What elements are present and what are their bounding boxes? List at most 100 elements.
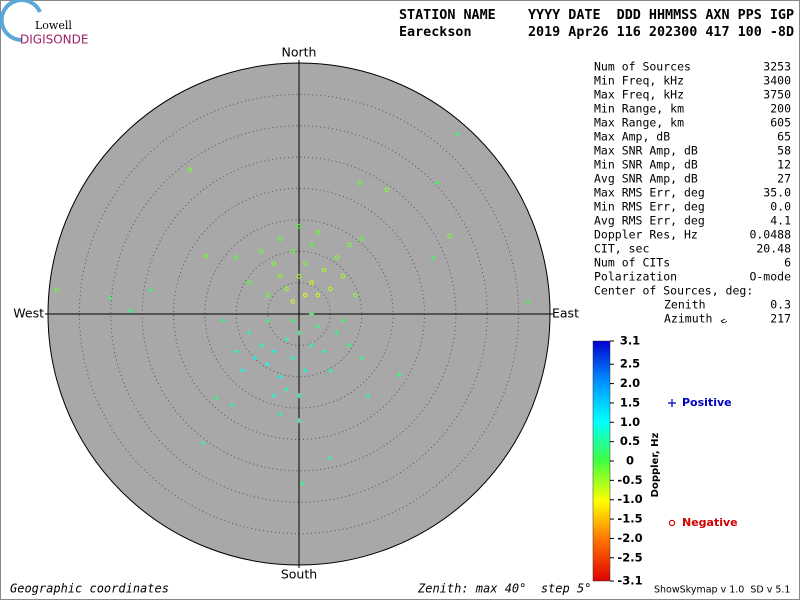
source-point (321, 349, 327, 355)
source-point (296, 274, 302, 279)
colorbar-tick-label: 0.5 (620, 434, 640, 448)
source-point (296, 393, 302, 399)
source-point (299, 480, 305, 486)
source-point (290, 317, 296, 323)
stat-value: 6 (784, 256, 791, 270)
stat-label: Azimuth (664, 312, 712, 326)
stat-value: 4.1 (770, 214, 791, 228)
source-point (384, 187, 390, 193)
source-point (203, 253, 208, 259)
stat-value: 0.3 (770, 298, 791, 312)
colorbar-tick-label: -0.5 (617, 473, 642, 487)
source-point (290, 299, 296, 304)
source-point (315, 230, 321, 235)
azimuth-icon (720, 318, 728, 324)
stat-label: Max Range, km (594, 116, 684, 130)
source-point (277, 274, 283, 279)
stat-label: Polarization (594, 270, 677, 284)
colorbar-tick-label: -3.1 (617, 574, 642, 588)
stat-heading: Center of Sources, deg: (594, 284, 753, 298)
source-point (327, 455, 333, 461)
stat-value: 3253 (763, 60, 791, 74)
source-point (283, 386, 289, 392)
colorbar-tick-label: -2.5 (617, 550, 642, 564)
source-point (233, 255, 239, 260)
source-point (265, 361, 271, 367)
stat-value: 12 (777, 158, 791, 172)
source-point (246, 280, 252, 285)
stat-value: 27 (777, 172, 791, 186)
source-point (296, 330, 302, 336)
stat-label: CIT, sec (594, 242, 649, 256)
footer-middle: Zenith: max 40° step 5° (417, 582, 591, 596)
source-point (252, 355, 258, 361)
colorbar-label: Doppler, Hz (650, 433, 661, 498)
source-point (271, 393, 277, 399)
colorbar-tick-label: -1.0 (617, 492, 642, 506)
source-point (321, 267, 327, 273)
source-point (359, 355, 365, 361)
source-point (258, 342, 264, 348)
source-point (187, 167, 193, 172)
source-point (357, 180, 363, 186)
source-point (340, 317, 346, 323)
source-point (302, 292, 308, 298)
stat-label: Min Freq, kHz (594, 74, 684, 88)
source-point (309, 242, 314, 248)
legend-label: Negative (682, 516, 738, 529)
stat-label: Avg SNR Amp, dB (594, 172, 698, 186)
stat-label: Doppler Res, Hz (594, 228, 698, 242)
source-point (365, 393, 371, 399)
source-point (340, 274, 346, 279)
source-point (246, 330, 252, 336)
plot: North South East West (13, 45, 579, 582)
direction-label: South (281, 567, 317, 582)
source-point (221, 317, 227, 323)
colorbar-tick-label: 1.0 (620, 415, 640, 429)
stat-value: 58 (777, 144, 791, 158)
source-point (334, 330, 340, 336)
colorbar-tick-label: 2.5 (620, 357, 640, 371)
source-point (283, 336, 289, 342)
header-line: Eareckson 2019 Apr26 116 202300 417 100 … (399, 25, 794, 40)
stat-label: Zenith (664, 298, 706, 312)
legend-marker (668, 399, 676, 407)
stat-value: 200 (770, 102, 791, 116)
source-point (127, 308, 133, 314)
stat-label: Min Range, km (594, 102, 684, 116)
source-point (353, 292, 358, 298)
source-point (434, 180, 440, 186)
source-point (107, 295, 113, 301)
stat-value: 3750 (763, 88, 791, 102)
colorbar-tick-label: 2.0 (620, 376, 640, 390)
stat-value: 65 (777, 130, 791, 144)
footer-left: Geographic coordinates (10, 582, 169, 596)
stat-label: Min SNR Amp, dB (594, 158, 698, 172)
logo-top: Lowell (35, 19, 72, 32)
colorbar-tick-label: 1.5 (620, 395, 640, 409)
source-point (265, 317, 271, 323)
source-point (327, 367, 333, 373)
stat-value: O-mode (749, 270, 791, 284)
stat-label: Min RMS Err, deg (594, 200, 705, 214)
source-point (277, 236, 283, 241)
side-panel: Num of Sources 3253 Min Freq, kHz 3400 Max F… (592, 60, 791, 588)
source-point (277, 374, 283, 380)
source-point (296, 223, 302, 229)
stat-label: Avg RMS Err, deg (594, 214, 705, 228)
source-point (396, 372, 402, 378)
legend-label: Positive (682, 396, 732, 409)
source-point (271, 261, 277, 267)
source-point (447, 233, 452, 239)
stat-value: 20.48 (756, 242, 791, 256)
colorbar-tick-label: 0 (626, 454, 634, 468)
stat-label: Max Freq, kHz (594, 88, 684, 102)
source-point (200, 440, 206, 446)
source-point (290, 355, 296, 361)
source-point (359, 236, 365, 241)
source-point (328, 286, 333, 292)
stat-value: 0.0488 (749, 228, 791, 242)
colorbar-tick-label: -2.0 (617, 531, 642, 545)
stat-label: Num of Sources (594, 60, 691, 74)
